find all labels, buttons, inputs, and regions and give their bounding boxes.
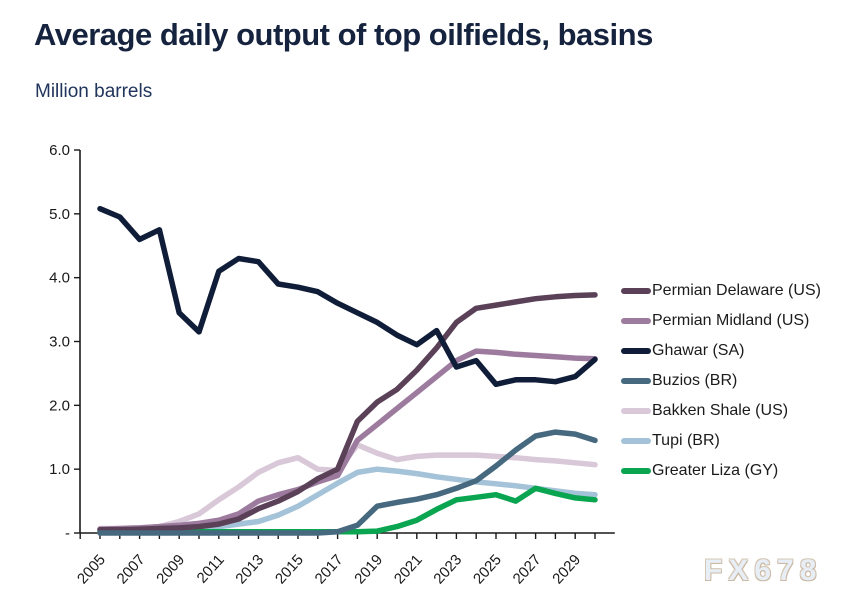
legend-label: Ghawar (SA) [652, 342, 745, 359]
legend-swatch-icon [621, 378, 651, 384]
legend-item: Tupi (BR) [621, 426, 821, 456]
chart-legend: Permian Delaware (US) Permian Midland (US… [621, 276, 821, 486]
x-tick-label: 2009 [153, 551, 188, 587]
page-title: Average daily output of top oilfields, b… [34, 17, 653, 52]
legend-swatch-icon [621, 288, 651, 294]
series-line-permian-delaware-us- [97, 292, 598, 533]
line-chart: 6.05.04.03.02.01.0-2005 2007 2009 2011 2013 2… [49, 142, 615, 587]
x-tick-label: 2019 [351, 551, 386, 587]
legend-label: Tupi (BR) [652, 432, 720, 449]
y-tick-label: 6.0 [49, 142, 70, 159]
x-tick-label: 2015 [272, 551, 307, 587]
legend-item: Greater Liza (GY) [621, 456, 821, 486]
x-tick-label: 2023 [430, 551, 465, 587]
legend-swatch-icon [621, 348, 651, 354]
legend-item: Buzios (BR) [621, 366, 821, 396]
legend-swatch-icon [621, 438, 651, 444]
y-tick-label: 3.0 [49, 334, 70, 351]
y-tick-label: 4.0 [49, 270, 70, 287]
x-tick-label: 2005 [74, 551, 109, 587]
x-tick-label: 2029 [549, 551, 584, 587]
legend-item: Bakken Shale (US) [621, 396, 821, 426]
legend-item: Permian Midland (US) [621, 306, 821, 336]
legend-label: Buzios (BR) [652, 372, 738, 389]
x-tick-label: 2013 [232, 551, 267, 587]
chart-unit-label: Million barrels [35, 81, 153, 102]
series-line-ghawar-sa- [97, 205, 598, 388]
series-line-buzios-br- [97, 429, 598, 536]
x-tick-label: 2025 [470, 551, 505, 587]
watermark: FX678 [704, 554, 823, 587]
x-tick-label: 2027 [510, 551, 545, 587]
x-tick-label: 2007 [114, 551, 149, 587]
legend-swatch-icon [621, 408, 651, 414]
legend-label: Bakken Shale (US) [652, 402, 789, 419]
y-tick-label: 1.0 [49, 461, 70, 478]
legend-label: Permian Midland (US) [652, 312, 810, 329]
y-tick-label: 2.0 [49, 397, 70, 414]
x-tick-label: 2011 [194, 551, 228, 586]
legend-item: Permian Delaware (US) [621, 276, 821, 306]
y-tick-label: 5.0 [49, 206, 70, 223]
legend-label: Greater Liza (GY) [652, 462, 779, 479]
legend-label: Permian Delaware (US) [652, 282, 821, 299]
x-tick-label: 2021 [391, 551, 426, 587]
y-tick-label: - [65, 525, 70, 542]
legend-item: Ghawar (SA) [621, 336, 821, 366]
legend-swatch-icon [621, 318, 651, 324]
legend-swatch-icon [621, 468, 651, 474]
x-tick-label: 2017 [312, 551, 347, 587]
